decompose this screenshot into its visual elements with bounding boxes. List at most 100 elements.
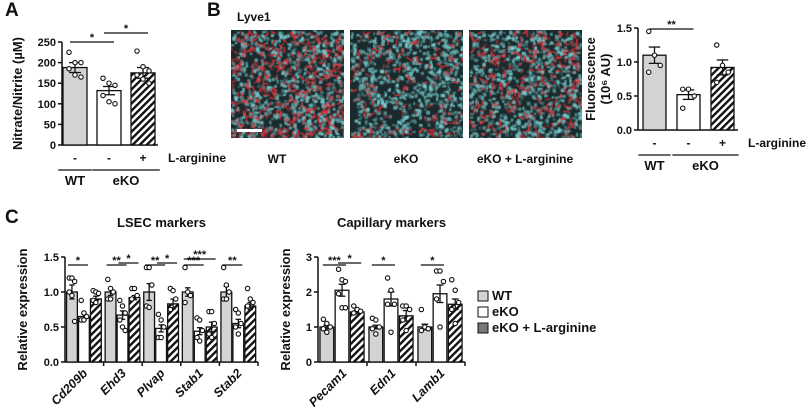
- data-point: [110, 289, 117, 295]
- category-label: Edn1: [367, 366, 399, 398]
- y-tick-label: 100: [38, 99, 56, 111]
- bar: [244, 305, 257, 363]
- legend-swatch: [477, 306, 489, 318]
- category-label: Cd209b: [48, 366, 90, 408]
- data-point: [226, 289, 232, 295]
- data-point: [324, 329, 330, 335]
- data-point: [106, 98, 112, 105]
- genotype-label-wt: WT: [65, 173, 85, 188]
- data-point: [449, 276, 455, 283]
- y-tick-label: 0: [50, 140, 56, 152]
- stain-label: Lyve1: [237, 10, 271, 24]
- bar: [167, 303, 180, 363]
- y-tick-label: 250: [38, 37, 56, 49]
- data-point: [452, 320, 458, 327]
- data-point: [220, 264, 227, 271]
- data-point: [106, 80, 112, 86]
- data-point: [691, 93, 697, 99]
- data-point: [418, 327, 425, 334]
- treatment-sign: -: [73, 151, 77, 165]
- significance-label: **: [151, 255, 160, 267]
- data-point: [134, 292, 140, 299]
- data-point: [117, 317, 123, 323]
- significance-label: *: [90, 32, 95, 44]
- data-point: [235, 310, 242, 316]
- treatment-sign: +: [719, 136, 726, 150]
- data-point: [182, 299, 188, 306]
- data-point: [645, 28, 652, 35]
- significance-label: ***: [193, 249, 207, 261]
- treatment-label: L-arginine: [748, 136, 806, 150]
- y-tick-label: 50: [44, 119, 56, 131]
- y-tick-label: 0.5: [44, 322, 59, 334]
- data-point: [105, 276, 111, 283]
- y-axis-label: Nitrate/Nitrite (µM): [10, 37, 25, 150]
- genotype-label-wt: WT: [644, 158, 664, 173]
- data-point: [335, 266, 342, 272]
- category-label: Plvap: [134, 366, 168, 400]
- y-tick-label: 150: [38, 78, 56, 90]
- data-point: [149, 282, 155, 288]
- data-point: [78, 59, 84, 66]
- bar: [710, 66, 735, 131]
- micrograph-eko-larg: [469, 30, 582, 138]
- data-point: [685, 86, 692, 92]
- data-point: [351, 303, 357, 309]
- data-point: [81, 317, 87, 323]
- caption-eko-larg: eKO + L-arginine: [476, 152, 574, 166]
- data-point: [388, 329, 394, 335]
- category-label: Stab2: [211, 366, 245, 400]
- y-tick-label: 1: [306, 322, 312, 334]
- category-label: Stab1: [172, 366, 206, 400]
- y-axis-label: Relative expression: [15, 248, 30, 370]
- data-point: [167, 306, 174, 313]
- y-tick-label: 3: [306, 252, 312, 264]
- legend-label: WT: [492, 288, 512, 303]
- data-point: [211, 320, 218, 327]
- data-point: [238, 320, 244, 327]
- caption-wt: WT: [267, 152, 287, 166]
- legend-label: eKO + L-arginine: [492, 320, 596, 335]
- bar: [334, 289, 350, 363]
- data-point: [107, 296, 114, 302]
- y-axis-label-unit: (10⁶ AU): [598, 53, 613, 104]
- data-point: [112, 82, 118, 89]
- data-point: [100, 75, 106, 82]
- data-point: [95, 290, 102, 297]
- data-point: [373, 331, 379, 337]
- data-point: [357, 308, 364, 314]
- data-point: [679, 86, 686, 92]
- y-tick-label: 1.5: [44, 252, 59, 264]
- significance-label: *: [430, 255, 435, 267]
- bar: [89, 298, 102, 363]
- y-tick-label: 200: [38, 58, 56, 70]
- data-point: [117, 297, 123, 304]
- data-point: [72, 59, 78, 66]
- treatment-sign: -: [687, 136, 691, 150]
- data-point: [725, 69, 731, 75]
- bar: [96, 89, 122, 146]
- data-point: [455, 299, 462, 306]
- data-point: [69, 292, 75, 299]
- data-point: [437, 324, 443, 330]
- significance-label: *: [76, 255, 81, 267]
- y-tick-label: 0.0: [617, 125, 632, 137]
- data-point: [134, 72, 140, 78]
- data-point: [433, 296, 440, 302]
- genotype-label-eko: eKO: [692, 158, 719, 173]
- data-point: [69, 275, 75, 281]
- category-label: Ehd3: [97, 366, 129, 398]
- data-point: [657, 62, 663, 69]
- y-axis-label: Relative expression: [278, 248, 293, 370]
- data-point: [146, 68, 152, 74]
- data-point: [418, 306, 425, 313]
- data-point: [384, 275, 391, 281]
- panel-label-a: A: [5, 0, 19, 21]
- data-point: [232, 324, 239, 330]
- data-point: [247, 296, 254, 302]
- data-point: [71, 318, 78, 325]
- significance-label: ***: [187, 255, 201, 267]
- data-point: [452, 287, 458, 293]
